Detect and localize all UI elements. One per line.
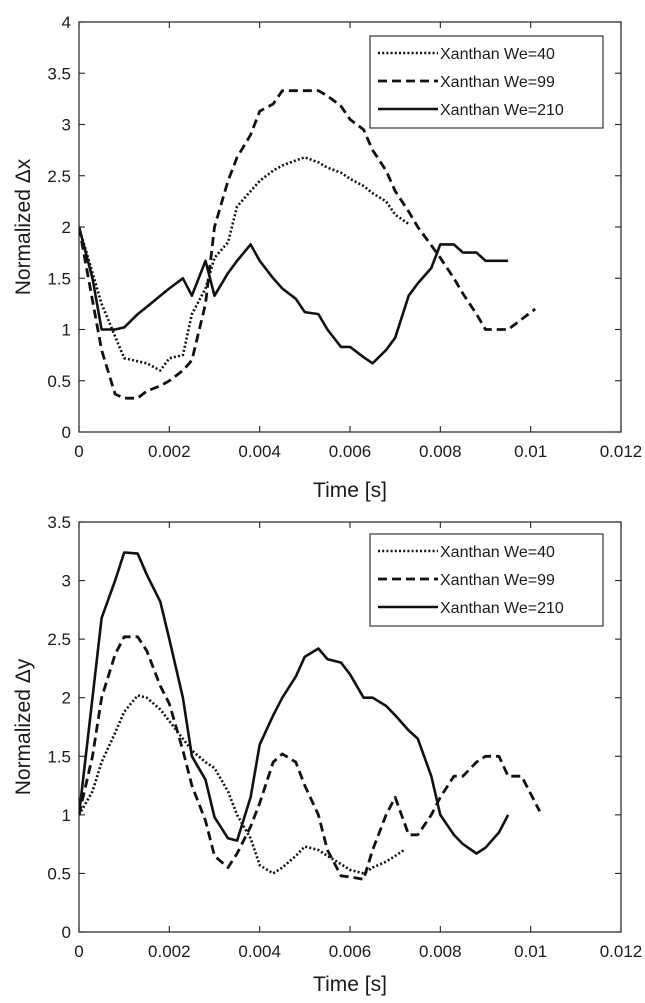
x-tick-label: 0.002 bbox=[148, 442, 191, 461]
series-line-solid bbox=[79, 551, 510, 855]
y-tick-label: 0.5 bbox=[47, 864, 71, 883]
y-tick-label: 3 bbox=[62, 572, 71, 591]
x-tick-label: 0.012 bbox=[600, 442, 643, 461]
chart-panel-1: 0 0.002 0.004 0.006 0.008 0.01 0.012 0 0.5 1 1.5 2 2… bbox=[12, 13, 642, 502]
y-tick-label: 0.5 bbox=[47, 372, 71, 391]
x-tick-label: 0.012 bbox=[600, 942, 643, 961]
legend: Xanthan We=40 Xanthan We=99 Xanthan We=210 bbox=[369, 533, 604, 627]
series-group bbox=[79, 89, 537, 400]
series-line-dotted bbox=[79, 694, 405, 875]
y-tick-label: 1.5 bbox=[47, 747, 71, 766]
x-tick-label: 0.004 bbox=[238, 442, 281, 461]
x-axis-label: Time [s] bbox=[313, 479, 387, 502]
y-axis-label: Normalized Δy bbox=[12, 658, 35, 795]
x-tick-label: 0.01 bbox=[514, 942, 547, 961]
x-tick-label: 0.004 bbox=[238, 942, 281, 961]
y-tick-label: 1 bbox=[62, 321, 71, 340]
x-tick-label: 0.01 bbox=[514, 442, 547, 461]
y-tick-label: 3.5 bbox=[47, 513, 71, 532]
x-tick-label: 0.006 bbox=[329, 442, 372, 461]
x-tick-label: 0.008 bbox=[419, 442, 462, 461]
y-tick-label: 2.5 bbox=[47, 167, 71, 186]
series-group bbox=[79, 551, 541, 881]
series-line-dotted bbox=[79, 156, 410, 372]
legend-label: Xanthan We=210 bbox=[440, 600, 564, 617]
x-tick-label: 0 bbox=[74, 442, 83, 461]
legend-label: Xanthan We=99 bbox=[440, 74, 555, 91]
y-axis-label: Normalized Δx bbox=[12, 158, 35, 295]
y-tick-label: 3.5 bbox=[47, 64, 71, 83]
legend-label: Xanthan We=99 bbox=[440, 572, 555, 589]
y-tick-label: 2 bbox=[62, 689, 71, 708]
series-line-dashed bbox=[79, 635, 541, 881]
y-tick-label: 1.5 bbox=[47, 269, 71, 288]
legend: Xanthan We=40 Xanthan We=99 Xanthan We=210 bbox=[369, 35, 604, 129]
x-axis-label: Time [s] bbox=[313, 973, 387, 996]
chart-panel-2: 0 0.002 0.004 0.006 0.008 0.01 0.012 0 0.5 1 1.5 2 2… bbox=[12, 513, 642, 996]
y-tick-label: 2 bbox=[62, 218, 71, 237]
legend-label: Xanthan We=40 bbox=[440, 544, 555, 561]
x-tick-label: 0.006 bbox=[329, 942, 372, 961]
y-tick-label: 0 bbox=[62, 423, 71, 442]
y-tick-label: 3 bbox=[62, 116, 71, 135]
y-tick-label: 0 bbox=[62, 923, 71, 942]
y-tick-label: 4 bbox=[62, 13, 71, 32]
series-line-solid bbox=[79, 226, 509, 365]
x-tick-label: 0.008 bbox=[419, 942, 462, 961]
legend-label: Xanthan We=210 bbox=[440, 102, 564, 119]
legend-label: Xanthan We=40 bbox=[440, 46, 555, 63]
y-tick-label: 2.5 bbox=[47, 630, 71, 649]
y-tick-label: 1 bbox=[62, 806, 71, 825]
x-tick-label: 0.002 bbox=[148, 942, 191, 961]
x-tick-label: 0 bbox=[74, 942, 83, 961]
